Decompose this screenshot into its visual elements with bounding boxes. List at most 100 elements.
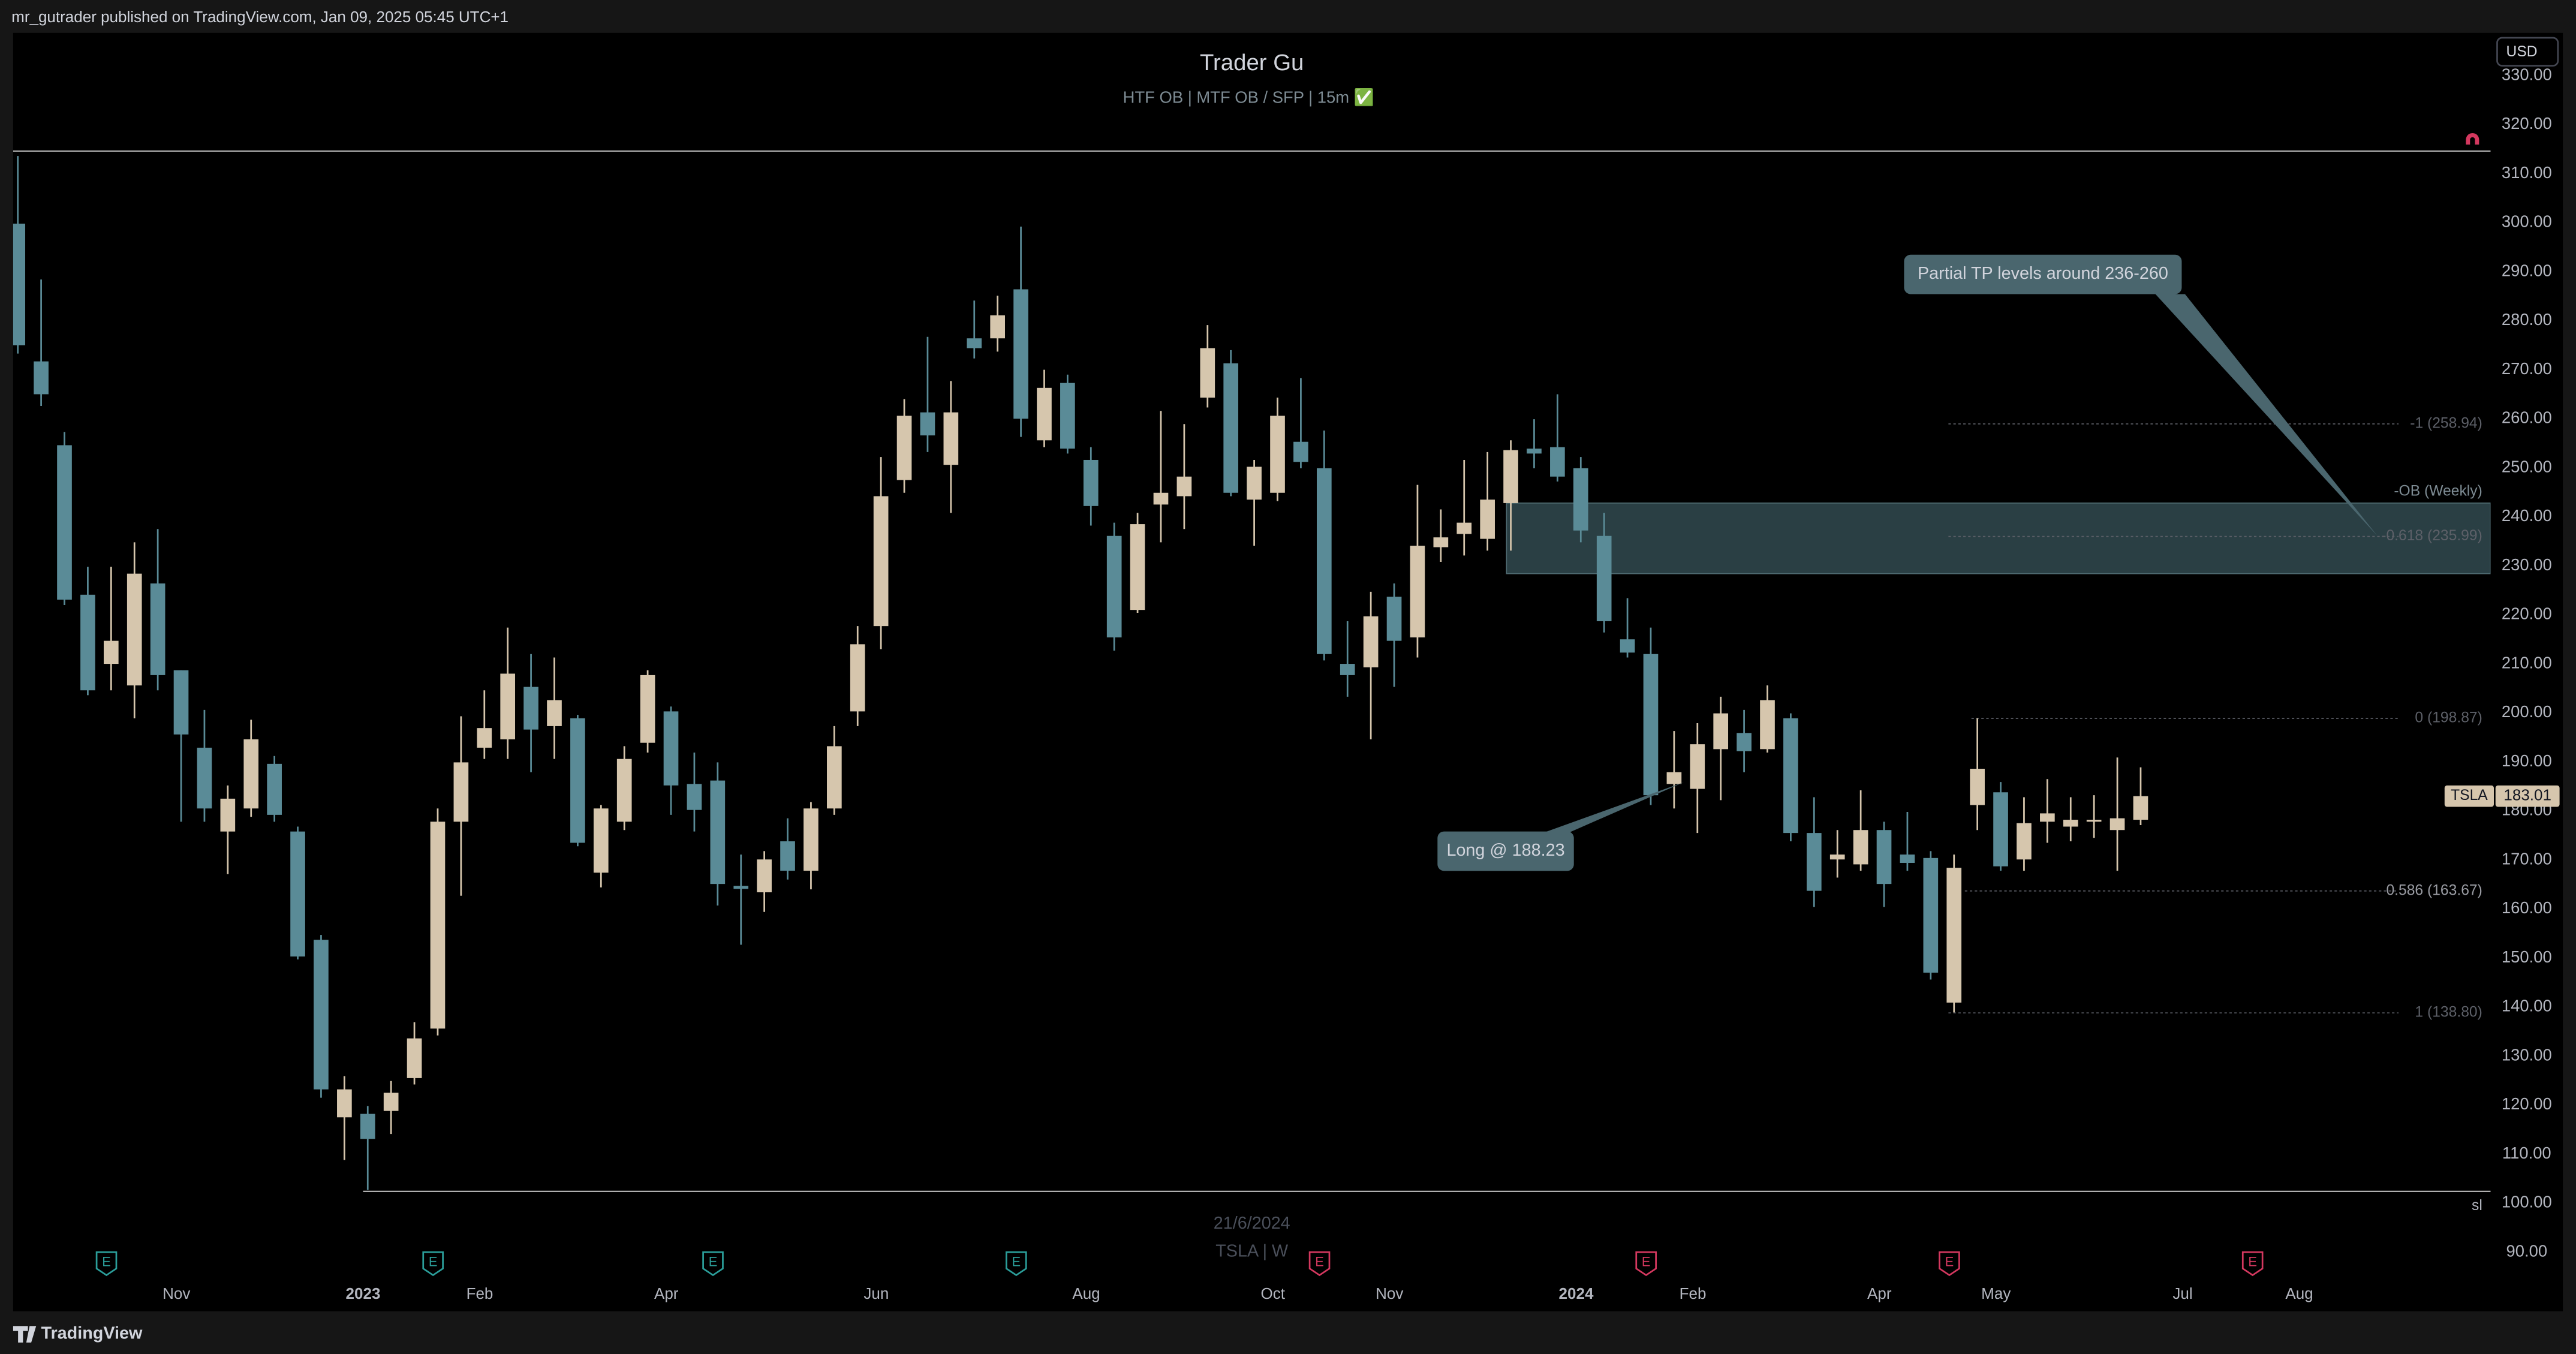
candle-body [80, 594, 95, 691]
candle-body [383, 1093, 399, 1111]
y-tick-label: 230.00 [2502, 555, 2552, 574]
callout-box [1437, 831, 1574, 871]
candle-body [1037, 387, 1052, 441]
y-tick-label: 150.00 [2502, 947, 2552, 966]
candle-body [1620, 639, 1635, 653]
y-tick-label: 120.00 [2502, 1094, 2552, 1113]
candle-body [477, 728, 492, 748]
candle-body [127, 573, 142, 686]
candle-body [1480, 500, 1495, 539]
candle-body [1200, 348, 1215, 398]
candle-body [1176, 476, 1192, 497]
x-tick-label: Nov [1376, 1284, 1403, 1302]
sl-label: sl [2472, 1197, 2482, 1214]
candle-body [710, 780, 726, 884]
x-tick-label: Aug [1072, 1284, 1100, 1302]
currency-label[interactable]: USD [2506, 44, 2538, 60]
candle-body [616, 759, 632, 822]
candle-body [407, 1038, 422, 1078]
earnings-marker-label: E [1315, 1254, 1324, 1269]
candle-body [547, 700, 562, 726]
candle-body [197, 747, 212, 809]
candle-body [1130, 524, 1145, 610]
candle-body [1993, 792, 2008, 866]
watermark-symbol: TSLA | W [1215, 1242, 1289, 1261]
candle-body [1527, 449, 1542, 454]
plot [13, 150, 2491, 1192]
y-tick-label: 240.00 [2502, 506, 2552, 525]
x-tick-label: 2024 [1559, 1284, 1594, 1302]
tradingview-logo[interactable] [13, 1326, 37, 1343]
x-tick-label: Feb [467, 1284, 493, 1302]
candle-body [523, 687, 538, 730]
candle-body [990, 315, 1005, 339]
earnings-marker-label: E [709, 1254, 718, 1269]
y-tick-label: 190.00 [2502, 751, 2552, 770]
candle-body [1900, 854, 1915, 863]
footer-brand[interactable]: TradingView [41, 1324, 143, 1343]
fib-label: 0 (198.87) [2415, 710, 2482, 726]
x-tick-label: Aug [2285, 1284, 2313, 1302]
candle-body [103, 640, 119, 664]
candle-body [1806, 833, 1822, 891]
earnings-marker [1939, 1251, 1960, 1277]
candle-body [1503, 450, 1518, 503]
y-tick-label: 290.00 [2502, 261, 2552, 279]
candle-body [267, 763, 282, 815]
earnings-marker-label: E [1642, 1254, 1651, 1269]
candle-body [1666, 772, 1682, 784]
y-tick-label: 130.00 [2502, 1045, 2552, 1064]
earnings-marker [422, 1251, 444, 1277]
candle-body [1340, 664, 1355, 675]
candle-body [1876, 830, 1892, 884]
candle-body [1829, 854, 1845, 860]
candle-body [360, 1114, 375, 1139]
chart-title: Trader Gu [1200, 50, 1304, 76]
y-tick-label: 260.00 [2502, 408, 2552, 427]
candle-body [780, 841, 795, 871]
y-tick-label: 250.00 [2502, 457, 2552, 476]
earnings-marker [1635, 1251, 1657, 1277]
y-tick-label: 210.00 [2502, 653, 2552, 672]
candle-body [896, 416, 912, 480]
candle-body [1550, 447, 1565, 477]
candle-body [57, 445, 72, 600]
y-tick-label: 160.00 [2502, 898, 2552, 917]
candle-body [500, 673, 516, 739]
candle-body [1410, 546, 1425, 637]
candle-body [34, 361, 49, 395]
candle-body [1247, 467, 1262, 500]
callout-pointer [1537, 782, 1684, 835]
y-tick-label: 310.00 [2502, 163, 2552, 182]
price-tag [2495, 785, 2560, 807]
candle-body [1690, 744, 1705, 789]
candle-body [827, 746, 842, 809]
x-tick-label: Apr [654, 1284, 679, 1302]
candle-body [1316, 468, 1332, 654]
candle-body [1223, 363, 1239, 493]
magnet-icon[interactable] [2466, 133, 2479, 145]
price-tag-label: 183.01 [2503, 786, 2551, 804]
candle-body [1363, 616, 1379, 667]
candle-body [2086, 820, 2102, 822]
candle-body [967, 338, 982, 348]
candle-body [1783, 718, 1798, 834]
candle-body [150, 583, 165, 675]
y-tick-label: 330.00 [2502, 65, 2552, 83]
candle-body [1760, 700, 1775, 750]
fib-label: 1 (138.80) [2415, 1004, 2482, 1021]
candle-body [1573, 468, 1588, 531]
candle-body [1083, 459, 1099, 506]
candle-body [314, 940, 329, 1090]
candle-body [1643, 654, 1659, 796]
candle-body [173, 670, 189, 735]
candle-body [1433, 537, 1449, 547]
candle-body [663, 711, 679, 786]
candle-body [804, 808, 818, 871]
currency-button[interactable] [2496, 37, 2559, 67]
candle-body [1060, 383, 1075, 449]
fib-label: 0.586 (163.67) [2386, 882, 2482, 898]
earnings-marker-label: E [1945, 1254, 1954, 1269]
candle-body [2017, 823, 2032, 860]
y-tick-label: 280.00 [2502, 310, 2552, 329]
